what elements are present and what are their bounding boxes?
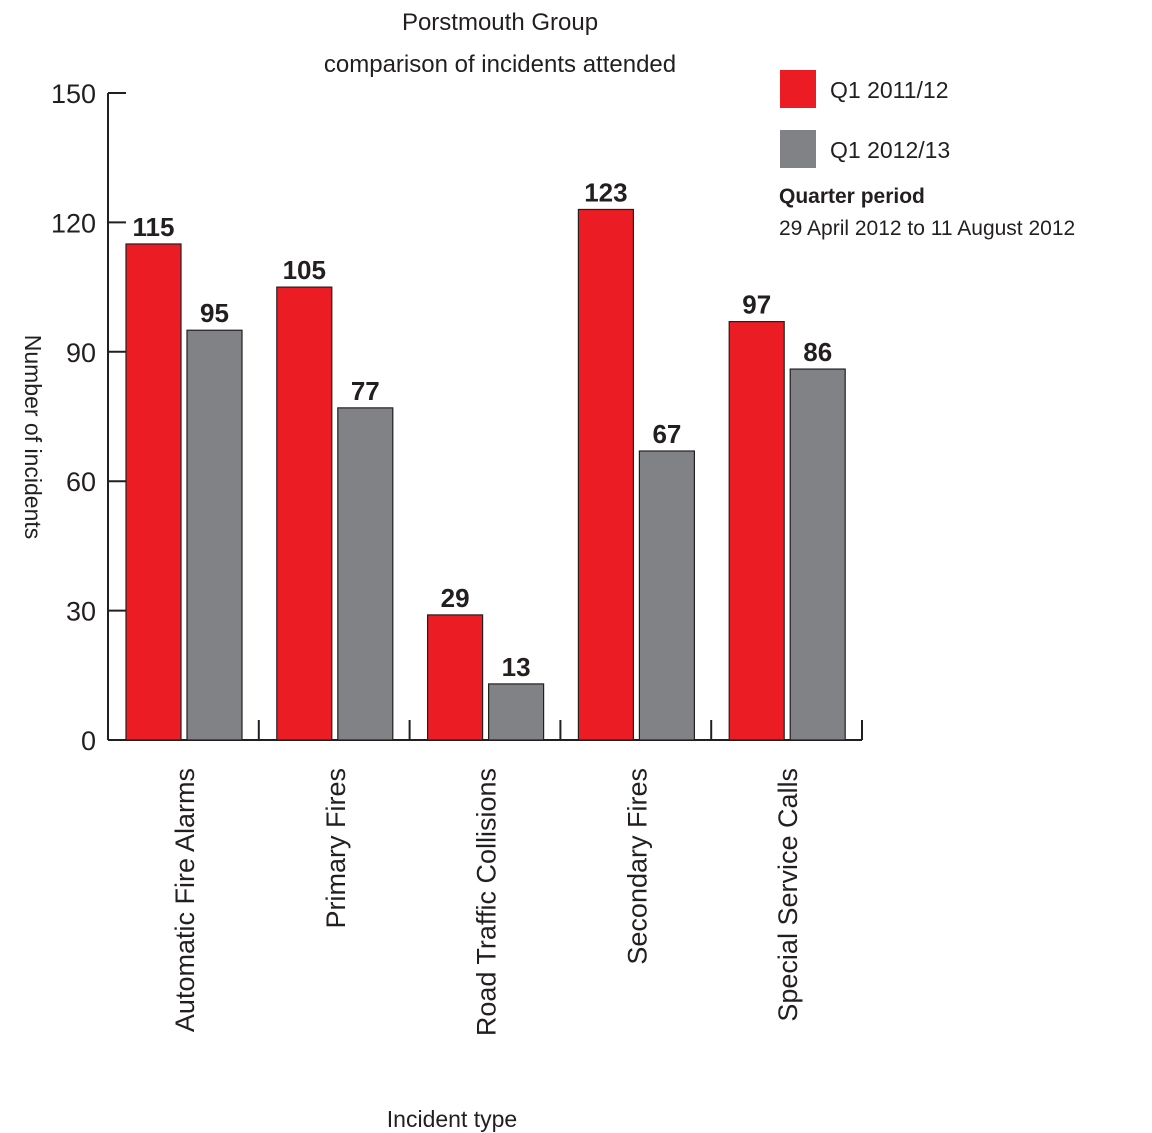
bar [186,329,243,741]
chart-title-line-1: Porstmouth Group [402,9,598,36]
data-labels: 115 95 105 77 29 13 123 67 97 86 [133,177,833,681]
category-label: Road Traffic Collisions [472,768,502,1036]
bar [125,243,182,741]
data-label: 67 [652,419,681,449]
chart-title-line-2: comparison of incidents attended [324,51,676,78]
bars [125,208,846,741]
data-label: 123 [584,177,627,207]
category-label: Secondary Fires [622,768,652,965]
category-label: Primary Fires [321,768,351,929]
quarter-period-title: Quarter period [779,185,925,208]
y-tick-label: 60 [66,467,96,497]
bar [276,286,333,741]
legend-swatch [780,70,816,108]
y-tick-label: 0 [81,726,96,756]
legend-label: Q1 2011/12 [830,77,949,103]
y-axis-title: Number of incidents [20,335,46,540]
legend-label: Q1 2012/13 [830,137,950,163]
data-label: 95 [200,298,229,328]
data-label: 86 [803,337,832,367]
bar [577,208,635,741]
bar [427,614,484,741]
legend-swatch [780,130,816,168]
y-axis: 0 30 60 90 120 150 [51,79,126,756]
quarter-period-text: 29 April 2012 to 11 August 2012 [779,217,1075,240]
legend: Q1 2011/12 Q1 2012/13 [780,70,950,168]
category-labels: Automatic Fire Alarms Primary Fires Road T… [170,768,803,1036]
bar [337,407,394,741]
y-tick-label: 150 [51,79,96,109]
y-tick-label: 90 [66,338,96,368]
data-label: 105 [283,255,326,285]
data-label: 77 [351,376,380,406]
x-axis-title: Incident type [387,1106,517,1132]
data-label: 97 [742,290,771,320]
data-label: 115 [133,212,175,242]
y-tick-label: 30 [66,597,96,627]
category-label: Automatic Fire Alarms [170,768,200,1032]
category-label: Special Service Calls [773,768,803,1022]
data-label: 29 [441,583,470,613]
data-label: 13 [502,652,531,682]
bar [488,683,545,741]
y-tick-label: 120 [51,208,96,238]
bar [638,450,696,741]
bar [728,321,785,741]
bar [789,368,846,741]
